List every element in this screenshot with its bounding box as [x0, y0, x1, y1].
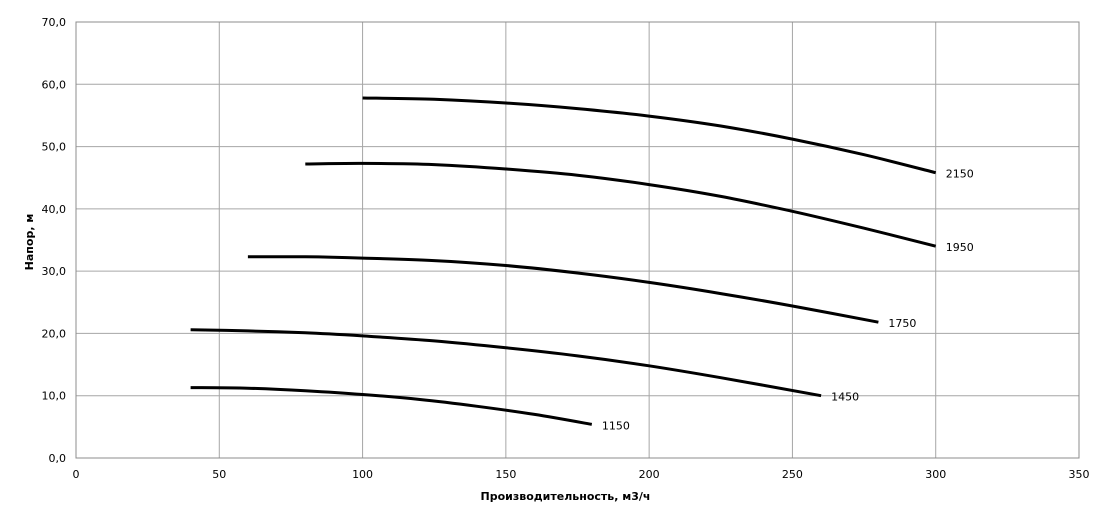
x-tick-label: 300	[925, 468, 946, 481]
y-tick-label: 30,0	[42, 265, 67, 278]
x-axis-title: Производительность, м3/ч	[481, 490, 651, 503]
y-tick-label: 10,0	[42, 390, 67, 403]
series-curves	[190, 96, 937, 426]
x-tick-label: 250	[782, 468, 803, 481]
series-curve-1750	[247, 255, 879, 324]
y-tick-label: 60,0	[42, 78, 67, 91]
x-tick-label: 150	[495, 468, 516, 481]
series-curve-2150	[362, 96, 937, 175]
x-tick-label: 0	[73, 468, 80, 481]
y-axis-title: Напор, м	[23, 214, 36, 271]
x-axis-tick-labels: 0 50 100 150 200 250 300 350	[73, 468, 1090, 481]
series-curve-1150	[190, 386, 593, 426]
y-tick-label: 0,0	[49, 452, 67, 465]
x-tick-label: 200	[639, 468, 660, 481]
x-tick-label: 50	[212, 468, 226, 481]
gridlines	[75, 21, 1080, 459]
x-tick-label: 350	[1069, 468, 1090, 481]
series-end-labels: 2150 1950 1750 1450 1150	[602, 168, 974, 433]
y-tick-label: 40,0	[42, 203, 67, 216]
y-axis-tick-labels: 0,0 10,0 20,0 30,0 40,0 50,0 60,0 70,0	[42, 16, 67, 465]
series-label-2150: 2150	[946, 168, 974, 181]
x-tick-label: 100	[352, 468, 373, 481]
series-label-1950: 1950	[946, 241, 974, 254]
series-curve-1450	[190, 328, 822, 398]
series-label-1450: 1450	[831, 391, 859, 404]
y-tick-label: 70,0	[42, 16, 67, 29]
series-label-1150: 1150	[602, 419, 630, 432]
series-curve-1950	[305, 161, 937, 248]
series-label-1750: 1750	[888, 317, 916, 330]
plot-area-border	[75, 21, 1080, 459]
y-tick-label: 20,0	[42, 327, 67, 340]
y-tick-label: 50,0	[42, 141, 67, 154]
